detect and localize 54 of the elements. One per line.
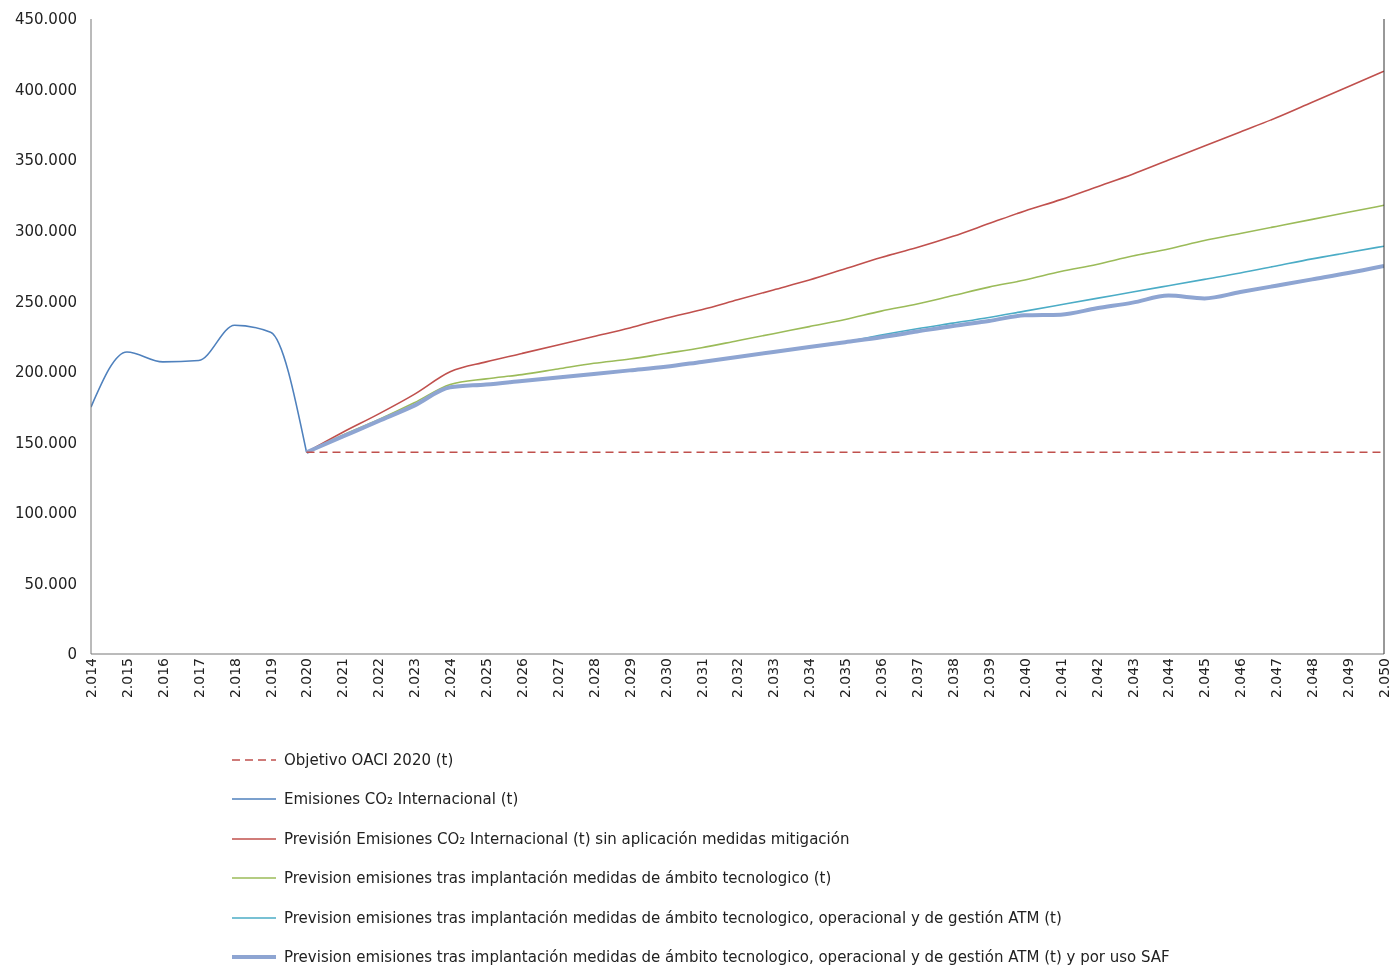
x-tick-label: 2.032 <box>729 658 746 699</box>
x-tick-label: 2.015 <box>118 658 135 699</box>
x-tick-label: 2.039 <box>980 658 997 699</box>
x-tick-label: 2.037 <box>909 658 926 699</box>
x-tick-label: 2.016 <box>154 657 171 699</box>
x-tick-label: 2.014 <box>82 657 99 699</box>
y-tick-label: 50.000 <box>24 574 77 593</box>
x-tick-label: 2.025 <box>478 658 495 699</box>
legend-label: Prevision emisiones tras implantación medidas de ámbito tecnologico, operacional y de gestión ATM (t) <box>284 908 1062 927</box>
x-tick-label: 2.017 <box>190 658 207 699</box>
x-tick-label: 2.044 <box>1160 657 1177 699</box>
x-tick-label: 2.019 <box>262 658 279 699</box>
y-tick-label: 350.000 <box>14 151 77 170</box>
x-tick-label: 2.031 <box>693 658 710 699</box>
x-tick-label: 2.021 <box>334 658 351 699</box>
x-tick-label: 2.023 <box>406 658 423 699</box>
x-tick-label: 2.036 <box>873 657 890 699</box>
y-tick-label: 100.000 <box>14 504 77 523</box>
x-tick-label: 2.020 <box>298 658 315 699</box>
x-tick-label: 2.049 <box>1340 658 1357 699</box>
x-tick-label: 2.026 <box>513 657 530 699</box>
x-tick-label: 2.030 <box>657 658 674 699</box>
x-tick-label: 2.046 <box>1232 657 1249 699</box>
x-tick-label: 2.027 <box>549 658 566 699</box>
x-tick-label: 2.050 <box>1375 658 1392 699</box>
x-tick-label: 2.028 <box>585 658 602 699</box>
y-tick-label: 200.000 <box>14 363 77 382</box>
x-tick-label: 2.034 <box>801 657 818 699</box>
legend-label: Emisiones CO₂ Internacional (t) <box>284 790 519 809</box>
x-tick-label: 2.024 <box>442 657 459 699</box>
legend-label: Objetivo OACI 2020 (t) <box>284 750 454 769</box>
y-tick-label: 300.000 <box>14 221 77 240</box>
x-tick-label: 2.033 <box>765 658 782 699</box>
legend-label: Prevision emisiones tras implantación medidas de ámbito tecnologico, operacional y de gestión ATM (t) y por uso SAF <box>284 948 1170 967</box>
x-tick-label: 2.042 <box>1088 658 1105 699</box>
y-tick-label: 150.000 <box>14 433 77 452</box>
y-tick-label: 450.000 <box>14 10 77 29</box>
x-tick-label: 2.038 <box>944 658 961 699</box>
y-tick-label: 250.000 <box>14 292 77 311</box>
legend-label: Previsión Emisiones CO₂ Internacional (t) sin aplicación medidas mitigación <box>284 829 850 848</box>
x-tick-label: 2.045 <box>1196 658 1213 699</box>
x-tick-label: 2.048 <box>1304 658 1321 699</box>
x-tick-label: 2.043 <box>1124 658 1141 699</box>
x-tick-label: 2.040 <box>1016 658 1033 699</box>
y-tick-label: 0 <box>67 645 77 664</box>
x-tick-label: 2.022 <box>370 658 387 699</box>
x-tick-label: 2.018 <box>226 658 243 699</box>
x-tick-label: 2.047 <box>1268 658 1285 699</box>
y-tick-label: 400.000 <box>14 80 77 99</box>
line-series <box>91 324 308 454</box>
x-tick-label: 2.035 <box>837 658 854 699</box>
x-tick-label: 2.029 <box>621 658 638 699</box>
x-tick-label: 2.041 <box>1052 658 1069 699</box>
legend-label: Prevision emisiones tras implantación medidas de ámbito tecnologico (t) <box>284 869 832 888</box>
